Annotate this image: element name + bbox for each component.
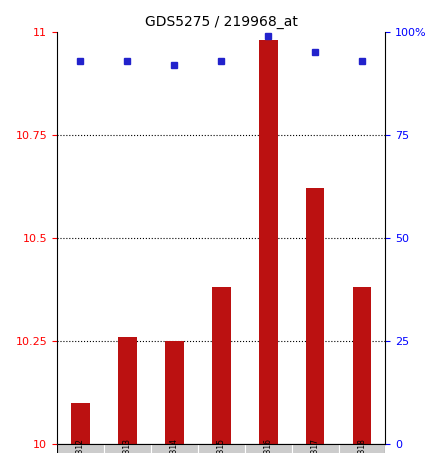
Bar <box>151 444 198 453</box>
Text: GSM1414312: GSM1414312 <box>76 438 85 453</box>
Bar <box>198 444 245 453</box>
Bar <box>292 444 339 453</box>
Bar <box>71 403 90 444</box>
Text: GSM1414317: GSM1414317 <box>311 438 320 453</box>
Text: GSM1414314: GSM1414314 <box>170 438 179 453</box>
Bar <box>245 444 292 453</box>
Bar <box>212 287 230 444</box>
Bar <box>353 287 371 444</box>
Text: GSM1414313: GSM1414313 <box>123 438 132 453</box>
Title: GDS5275 / 219968_at: GDS5275 / 219968_at <box>145 15 298 29</box>
Text: GSM1414315: GSM1414315 <box>217 438 226 453</box>
Bar <box>165 341 184 444</box>
Bar <box>104 444 151 453</box>
Text: GSM1414316: GSM1414316 <box>264 438 272 453</box>
Bar <box>57 444 104 453</box>
Bar <box>306 188 325 444</box>
Bar <box>339 444 385 453</box>
Bar <box>118 337 137 444</box>
Bar <box>259 40 278 444</box>
Text: GSM1414318: GSM1414318 <box>357 438 367 453</box>
